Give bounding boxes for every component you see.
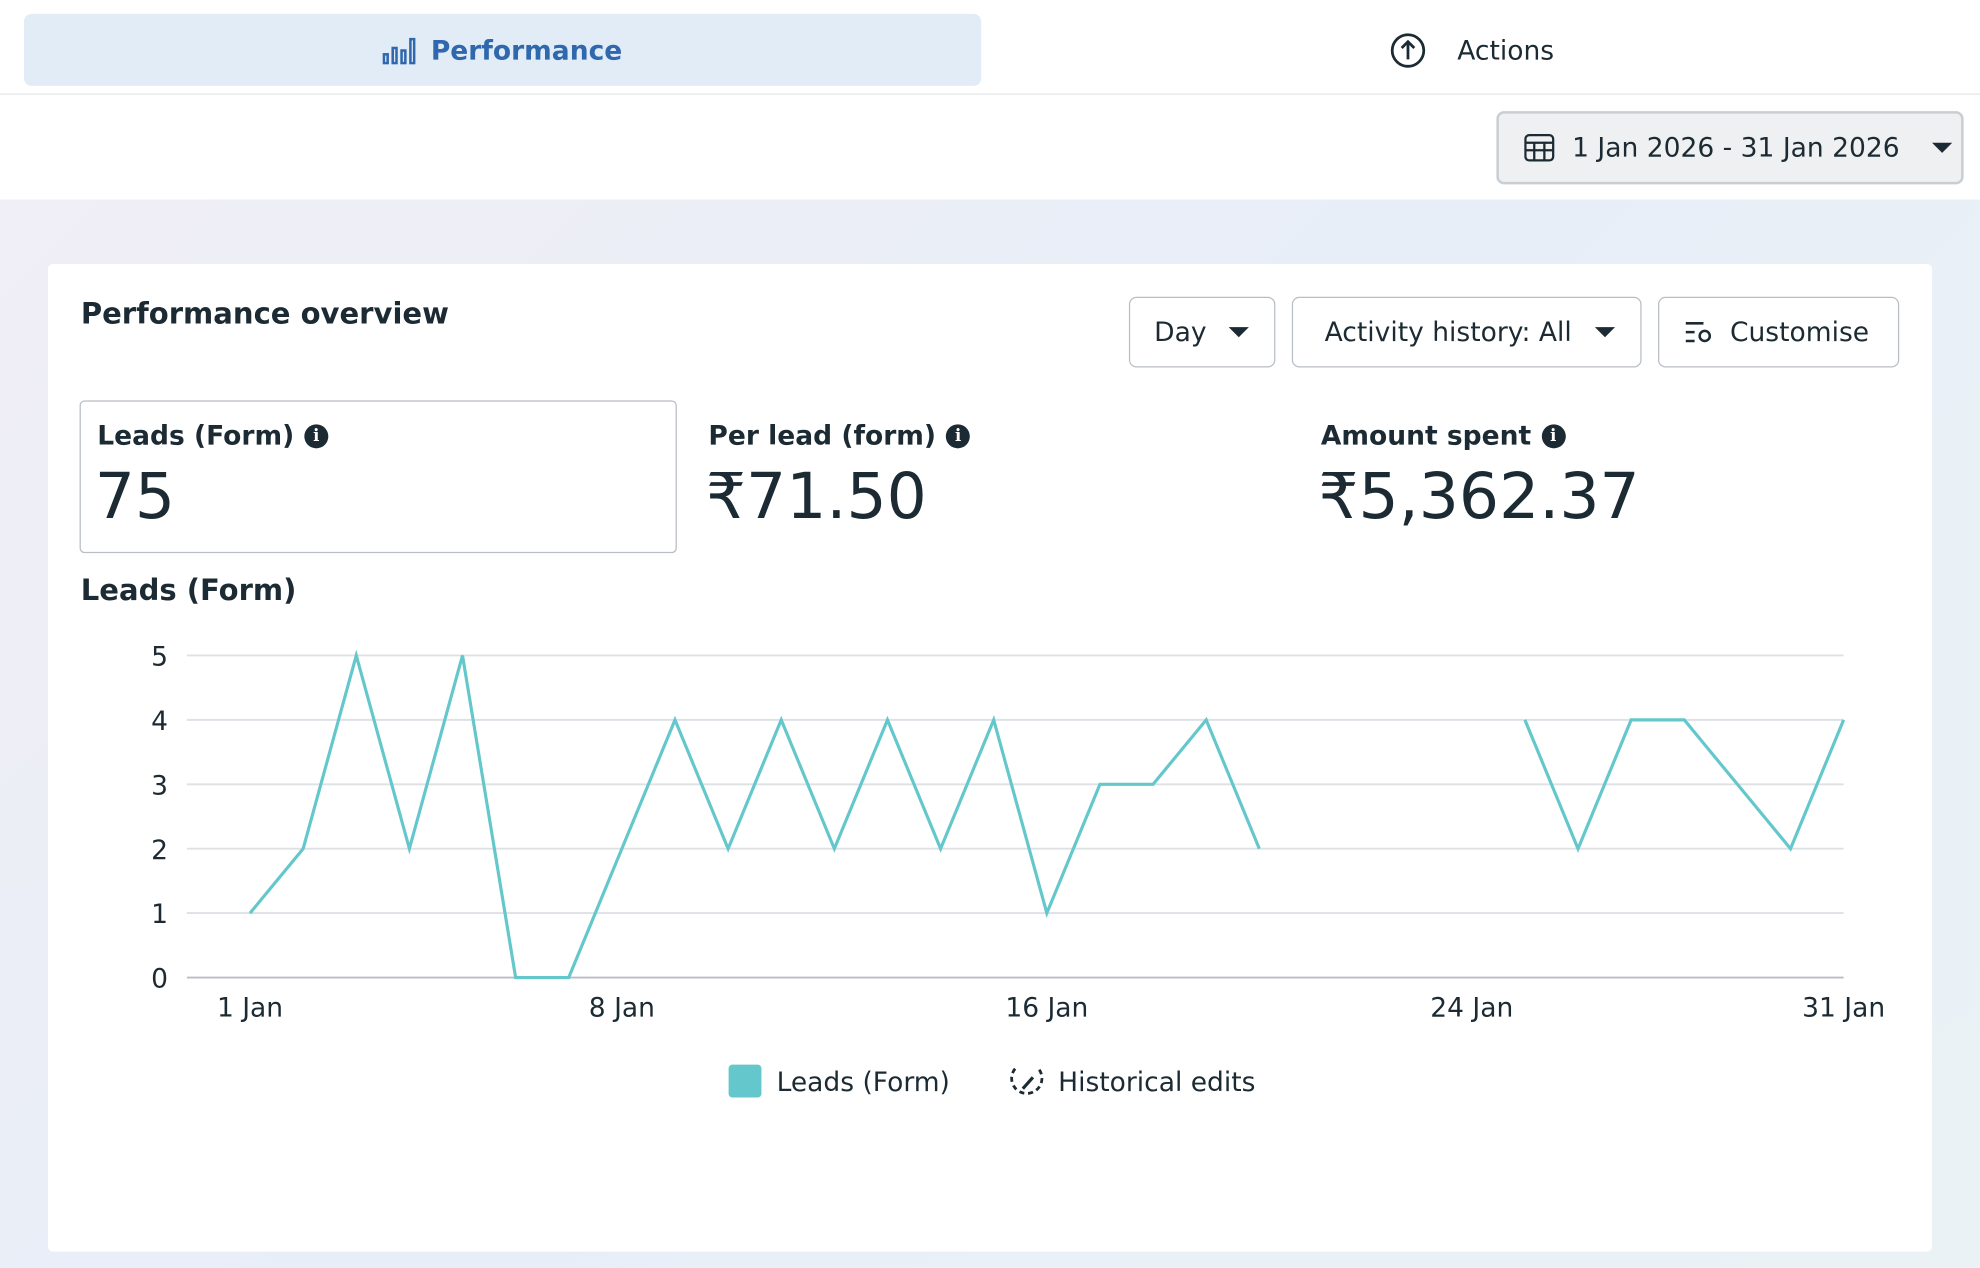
chart-title: Leads (Form) xyxy=(81,573,297,607)
x-tick-label: 1 Jan xyxy=(217,993,283,1024)
calendar-icon xyxy=(1524,133,1555,162)
metric-label-text: Amount spent xyxy=(1320,420,1532,451)
metric-value: ₹71.50 xyxy=(705,459,927,533)
caret xyxy=(1229,327,1250,338)
metric-label-text: Per lead (form) xyxy=(708,420,937,451)
card xyxy=(47,263,1933,1252)
metric-value: 75 xyxy=(94,459,176,533)
x-tick-label: 16 Jan xyxy=(1005,993,1088,1024)
day-button[interactable]: Day xyxy=(1128,296,1276,368)
tab-label: Actions xyxy=(1457,35,1555,66)
y-tick-label: 1 xyxy=(151,899,168,930)
tab-performance[interactable]: Performance xyxy=(23,13,982,86)
x-tick-label: 31 Jan xyxy=(1802,993,1885,1024)
x-tick-label: 24 Jan xyxy=(1430,993,1513,1024)
y-tick-label: 2 xyxy=(151,835,168,866)
caret xyxy=(1932,142,1953,153)
y-tick-label: 3 xyxy=(151,770,168,801)
info-icon: i xyxy=(1541,423,1566,448)
date-picker[interactable]: 1 Jan 2026 - 31 Jan 2026 xyxy=(1496,111,1964,185)
y-tick-label: 5 xyxy=(151,642,168,673)
caret xyxy=(1594,327,1615,338)
data-line xyxy=(248,649,1846,980)
arrow-icon xyxy=(1390,33,1426,68)
metric-label-text: Leads (Form) xyxy=(97,420,295,451)
activity-button[interactable]: Activity history: All xyxy=(1291,296,1642,368)
tab-label: Performance xyxy=(430,34,623,66)
metric-label: Per lead (form) i xyxy=(708,420,971,451)
legend-label: Leads (Form) xyxy=(777,1067,950,1098)
date-range: 1 Jan 2026 - 31 Jan 2026 xyxy=(1572,132,1900,163)
info-icon: i xyxy=(946,423,971,448)
customise-icon xyxy=(1685,322,1712,343)
metric-value: ₹5,362.37 xyxy=(1318,459,1640,533)
button-label: Customise xyxy=(1729,317,1870,348)
divider xyxy=(0,93,1980,95)
y-tick-label: 4 xyxy=(151,706,168,737)
card-title: Performance overview xyxy=(80,298,449,331)
metric-label: Leads (Form) i xyxy=(97,420,329,451)
button-label: Day xyxy=(1154,317,1207,348)
tab-actions[interactable]: Actions xyxy=(1389,25,1554,76)
legend-swatch xyxy=(728,1064,762,1098)
metric-label: Amount spent i xyxy=(1320,420,1566,451)
history-icon xyxy=(1010,1066,1044,1095)
customise-button[interactable]: Customise xyxy=(1658,296,1900,368)
legend-label: Historical edits xyxy=(1058,1067,1255,1098)
button-label: Activity history: All xyxy=(1324,317,1572,348)
x-tick-label: 8 Jan xyxy=(589,993,655,1024)
bar-icon xyxy=(382,37,416,64)
y-tick-label: 0 xyxy=(151,964,168,995)
metric-box[interactable] xyxy=(79,400,677,554)
info-icon: i xyxy=(304,423,329,448)
